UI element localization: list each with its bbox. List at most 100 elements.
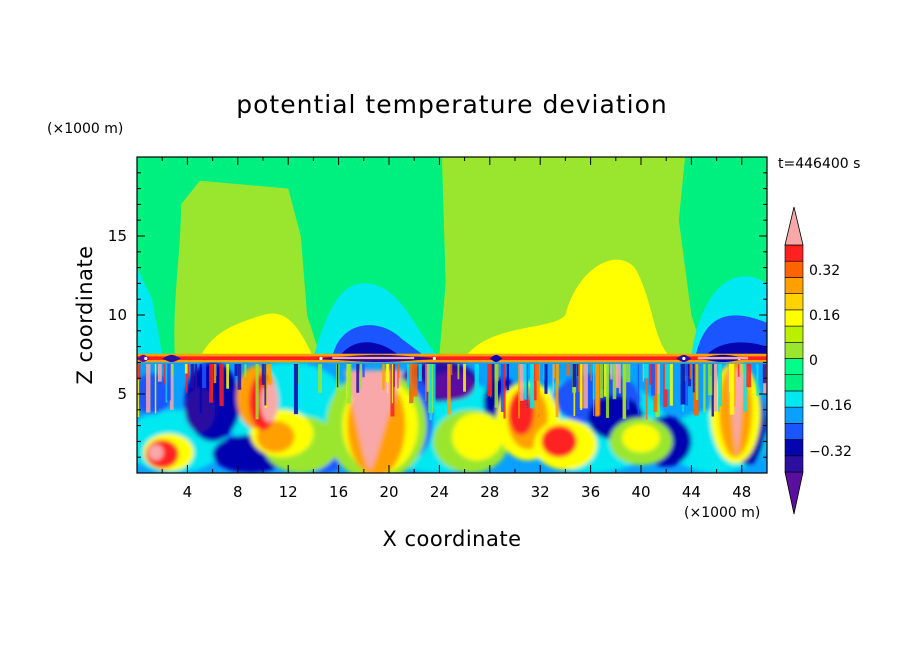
convective-streak xyxy=(424,363,427,402)
convective-streak xyxy=(615,363,620,389)
convective-streak xyxy=(209,363,213,403)
convective-streak xyxy=(689,363,692,379)
x-tick-label: 40 xyxy=(631,483,650,501)
colorbar-label: 0.32 xyxy=(809,263,840,279)
convective-streak xyxy=(490,363,495,398)
convective-streak xyxy=(429,363,433,421)
positive-plume xyxy=(174,180,320,355)
convective-streak xyxy=(261,363,265,385)
x-tick-label: 48 xyxy=(732,483,751,501)
convective-streak xyxy=(612,363,617,400)
convective-streak xyxy=(535,363,540,415)
convective-streak xyxy=(137,363,140,418)
convective-streak xyxy=(264,363,267,406)
convective-streak xyxy=(618,363,621,394)
convective-streak xyxy=(578,363,582,392)
colorbar-label: −0.32 xyxy=(809,444,852,460)
convective-streak xyxy=(552,363,554,394)
convective-streak xyxy=(530,363,535,409)
convective-streak xyxy=(518,363,520,419)
convective-streak xyxy=(293,363,299,415)
z-tick-label: 5 xyxy=(117,385,127,403)
colorbar-swatch xyxy=(784,358,804,376)
convective-streak xyxy=(544,363,548,394)
convective-streak xyxy=(526,363,529,408)
convective-streak xyxy=(219,363,224,407)
convective-streak xyxy=(703,363,706,413)
convective-streak xyxy=(756,363,759,397)
convective-streak xyxy=(267,363,272,385)
colorbar-swatch xyxy=(784,374,804,392)
z-axis: 5 10 15 xyxy=(108,172,767,458)
convective-streak xyxy=(360,363,362,390)
positive-dome xyxy=(464,259,673,358)
convective-streak xyxy=(733,363,736,407)
convective-streak xyxy=(431,363,436,412)
convective-streak xyxy=(653,363,658,413)
convective-streak xyxy=(347,363,352,404)
convective-streak xyxy=(185,363,188,393)
inversion-highlight xyxy=(332,356,415,360)
convective-streak xyxy=(687,363,692,387)
convective-streak xyxy=(503,363,506,419)
inversion-wedge xyxy=(137,354,150,363)
convective-streak xyxy=(397,363,400,378)
convective-streak xyxy=(642,363,644,382)
convective-streak xyxy=(556,363,559,384)
convective-streak xyxy=(743,363,747,412)
contour-field xyxy=(137,157,767,473)
contour-cell xyxy=(541,425,577,458)
x-tick-label: 8 xyxy=(233,483,243,501)
convective-streak xyxy=(146,363,151,413)
convective-streak xyxy=(474,363,479,395)
convective-streak xyxy=(741,363,745,375)
colorbar-swatch xyxy=(784,325,804,343)
convective-streak xyxy=(412,363,418,397)
colorbar-swatch xyxy=(784,390,804,408)
convective-streak xyxy=(655,363,660,394)
x-unit-label: (×1000 m) xyxy=(684,505,760,521)
convective-streak xyxy=(718,363,723,407)
inversion-speck xyxy=(144,356,148,361)
colorbar-swatch xyxy=(784,455,804,473)
convective-streak xyxy=(762,363,767,384)
inversion-speck xyxy=(432,356,436,361)
convective-streak xyxy=(426,363,430,392)
colorbar-swatch xyxy=(784,406,804,424)
convective-streak xyxy=(610,363,613,380)
chart-title: potential temperature deviation xyxy=(236,90,667,119)
colorbar: 0.32 0.16 0 −0.16 −0.32 xyxy=(784,206,852,515)
convective-streak xyxy=(494,363,499,408)
x-tick-label: 44 xyxy=(682,483,701,501)
contour-cell xyxy=(148,444,164,461)
convective-streak xyxy=(685,363,689,406)
convective-streak xyxy=(463,363,466,392)
x-tick-label: 24 xyxy=(430,483,449,501)
convective-streak xyxy=(184,363,189,374)
convective-streak xyxy=(711,363,714,417)
convective-streak xyxy=(356,363,360,393)
contour-cell xyxy=(344,370,405,470)
convective-streak xyxy=(187,363,189,379)
convective-streak xyxy=(555,363,559,418)
convective-streak xyxy=(318,363,323,393)
convective-streak xyxy=(487,363,493,397)
convective-streak xyxy=(695,363,699,400)
convective-streak xyxy=(737,363,740,377)
colorbar-upper-extend xyxy=(784,206,804,246)
inversion-core xyxy=(137,356,767,361)
convective-streak xyxy=(450,363,453,376)
convective-streak xyxy=(669,363,673,406)
colorbar-label: 0.16 xyxy=(809,308,840,324)
colorbar-lower-extend xyxy=(784,471,804,515)
convective-streak xyxy=(599,363,604,398)
convective-streak xyxy=(738,363,742,400)
convective-streak xyxy=(534,363,540,381)
convective-streak xyxy=(304,363,307,385)
convective-streak xyxy=(409,363,414,403)
convective-streak xyxy=(533,363,537,401)
convective-streak xyxy=(216,363,218,376)
convective-streak xyxy=(626,363,631,383)
x-tick-label: 12 xyxy=(279,483,298,501)
